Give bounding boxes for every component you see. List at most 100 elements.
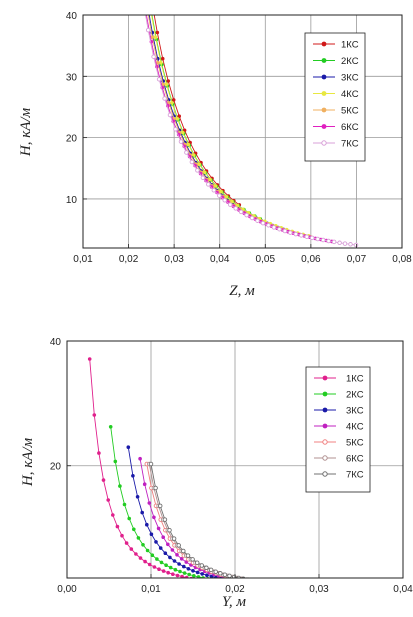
data-point	[166, 542, 170, 547]
data-point	[182, 564, 186, 569]
data-point	[326, 238, 331, 244]
data-point	[199, 578, 203, 582]
data-point	[177, 562, 181, 566]
data-point	[255, 218, 260, 223]
data-point	[127, 516, 131, 521]
data-point	[179, 557, 184, 561]
data-point	[300, 583, 304, 587]
legend-label: 2КС	[346, 390, 364, 401]
data-point	[113, 459, 118, 464]
data-point	[129, 547, 134, 551]
legend-label: 4КС	[346, 422, 364, 433]
data-point	[227, 573, 232, 578]
legend-label: 3КС	[341, 73, 359, 84]
data-point	[195, 570, 200, 575]
data-point	[330, 585, 334, 589]
x-tick-label: 0,02	[225, 584, 245, 595]
data-point	[263, 584, 267, 588]
data-point	[339, 585, 343, 589]
series-3	[126, 445, 334, 589]
data-point	[208, 580, 212, 584]
data-point	[337, 585, 341, 589]
data-point	[371, 586, 375, 590]
data-point	[208, 177, 212, 182]
data-point	[277, 226, 282, 232]
data-point	[126, 445, 131, 450]
data-point	[369, 586, 373, 590]
legend-entry: 2КС	[313, 56, 359, 67]
data-point	[293, 583, 297, 587]
data-point	[261, 582, 265, 586]
y-tick-label: 20	[66, 134, 78, 145]
data-point	[298, 583, 302, 587]
legend-entry: 4КС	[313, 89, 359, 100]
data-point	[157, 503, 163, 509]
data-point	[358, 586, 362, 590]
data-point	[154, 540, 158, 544]
data-point	[219, 189, 223, 194]
data-point	[376, 586, 380, 590]
data-point	[305, 584, 309, 588]
data-point	[156, 526, 161, 531]
legend-marker	[321, 124, 327, 129]
legend-label: 7КС	[341, 139, 359, 150]
data-point	[204, 178, 208, 183]
data-point	[277, 582, 281, 586]
data-point	[320, 237, 326, 243]
legend-label: 3КС	[346, 406, 364, 417]
data-point	[342, 241, 348, 246]
data-point	[251, 579, 255, 583]
data-point	[140, 510, 144, 515]
data-point	[153, 35, 158, 39]
data-point	[202, 170, 207, 175]
data-point	[362, 586, 366, 590]
data-point	[255, 579, 259, 583]
data-point	[357, 586, 361, 590]
data-point	[388, 586, 392, 590]
x-axis-label: Y, м	[222, 594, 246, 610]
data-point	[302, 584, 306, 588]
data-point	[374, 586, 378, 590]
data-point	[198, 171, 203, 176]
legend-label: 5КС	[341, 106, 359, 117]
x-tick-label: 0,06	[301, 254, 321, 265]
data-point	[265, 580, 269, 584]
data-point	[208, 567, 214, 573]
tick-labels: 0,00 0,01 0,02 0,03 0,04 20 40	[50, 337, 413, 595]
data-point	[362, 586, 366, 590]
data-point	[144, 11, 148, 15]
data-point	[197, 162, 201, 166]
data-point	[335, 586, 339, 590]
legend-marker	[322, 455, 328, 461]
data-point	[167, 112, 173, 118]
series-2	[108, 425, 362, 590]
data-point	[157, 567, 161, 571]
data-point	[284, 582, 288, 586]
data-point	[347, 586, 351, 590]
data-point	[252, 582, 256, 586]
data-point	[376, 586, 380, 590]
data-point	[161, 82, 165, 87]
data-point	[343, 585, 347, 589]
data-point	[233, 206, 238, 211]
series-line	[89, 358, 192, 578]
data-point	[108, 425, 113, 429]
data-point	[150, 0, 154, 3]
data-point	[145, 27, 151, 33]
chart-panel-1: 0,01 0,02 0,03 0,04 0,05 0,06 0,07 0,08 10 20 30 40…	[18, 0, 412, 299]
data-point	[354, 586, 358, 590]
data-point	[379, 586, 383, 590]
legend-marker	[322, 391, 328, 397]
legend-label: 2КС	[341, 56, 359, 67]
legend-entry: 7КС	[313, 139, 359, 150]
data-point	[152, 515, 156, 520]
data-point	[340, 586, 344, 590]
data-point	[222, 572, 228, 577]
data-point	[283, 582, 287, 586]
y-tick-label: 40	[66, 11, 78, 22]
data-point	[217, 581, 221, 585]
legend-marker	[321, 58, 327, 63]
data-point	[248, 582, 252, 586]
data-point	[217, 193, 222, 198]
data-point	[115, 524, 120, 529]
